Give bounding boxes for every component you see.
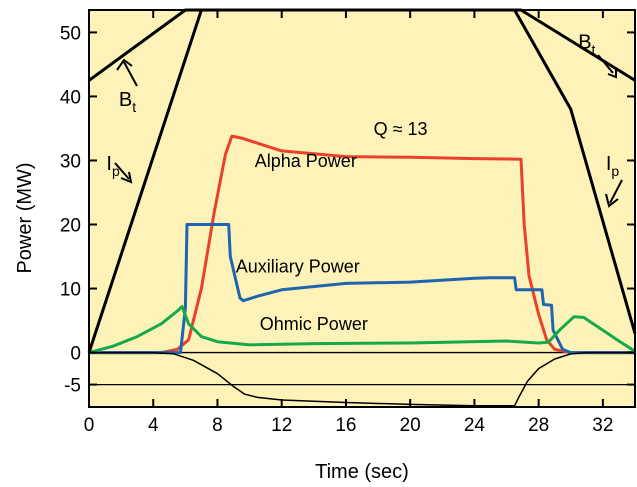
alpha-power-label: Alpha Power xyxy=(255,151,357,171)
ip-right-arrow xyxy=(609,179,623,204)
annotations: Q ≈ 13 Alpha Power Auxiliary Power Ohmic… xyxy=(106,31,619,334)
bt-left-label: Bt xyxy=(119,89,136,115)
y-tick-label: 20 xyxy=(60,216,81,237)
bt-right-label-sub: t xyxy=(592,41,596,57)
bt-right-label-main: B xyxy=(578,31,591,53)
x-tick-label: 24 xyxy=(464,415,486,436)
ohmic-power-line xyxy=(88,305,636,355)
auxiliary-power-label: Auxiliary Power xyxy=(236,257,360,277)
y-tick-label: -5 xyxy=(64,376,81,397)
y-tick-label: 30 xyxy=(60,151,81,172)
ip-left-arrow xyxy=(114,162,130,180)
bt-left-label-sub: t xyxy=(132,99,136,115)
annotation-arrows xyxy=(114,54,623,208)
tick-marks xyxy=(88,10,635,407)
y-tick-label: 50 xyxy=(60,23,81,44)
x-tick-label: 12 xyxy=(271,415,292,436)
x-axis-label: Time (sec) xyxy=(315,461,409,483)
bt-right-arrowhead xyxy=(607,68,617,79)
negative-trace-line xyxy=(89,351,635,407)
ip-right-label: Ip xyxy=(606,153,620,179)
bt-left-label-main: B xyxy=(119,89,132,111)
auxiliary-power-line xyxy=(89,223,635,355)
ip-right-label-sub: p xyxy=(611,163,619,179)
ip-right-label-main: I xyxy=(606,153,612,175)
ip-left-arrowhead xyxy=(120,171,133,184)
bt-left-arrow xyxy=(123,61,138,87)
x-tick-labels: 0 4 8 12 16 20 24 28 32 xyxy=(84,415,614,436)
ip-left-label-sub: p xyxy=(112,163,120,179)
ip-left-label-main: I xyxy=(106,153,112,175)
bt-right-arrow xyxy=(597,54,614,74)
plot-frame xyxy=(88,9,636,408)
y-axis-label: Power (MW) xyxy=(14,162,36,273)
x-tick-label: 8 xyxy=(212,415,223,436)
ip-left-label: Ip xyxy=(106,153,120,179)
alpha-power-line xyxy=(89,134,635,355)
y-tick-label: 0 xyxy=(70,344,81,365)
x-tick-label: 28 xyxy=(528,415,549,436)
y-tick-label: 10 xyxy=(60,280,81,301)
x-tick-label: 16 xyxy=(335,415,356,436)
bt-right-label: Bt xyxy=(578,31,595,57)
x-tick-label: 32 xyxy=(592,415,613,436)
ip-right-arrowhead xyxy=(605,193,619,208)
series-group xyxy=(87,8,637,407)
x-tick-label: 20 xyxy=(400,415,421,436)
q-annotation: Q ≈ 13 xyxy=(374,119,428,139)
bt-left-arrowhead xyxy=(116,58,133,71)
y-tick-labels: 50 40 30 20 10 0 -5 xyxy=(60,23,81,396)
y-tick-label: 40 xyxy=(60,87,81,108)
x-tick-label: 4 xyxy=(148,415,159,436)
x-tick-label: 0 xyxy=(84,415,95,436)
ohmic-power-label: Ohmic Power xyxy=(260,314,368,334)
